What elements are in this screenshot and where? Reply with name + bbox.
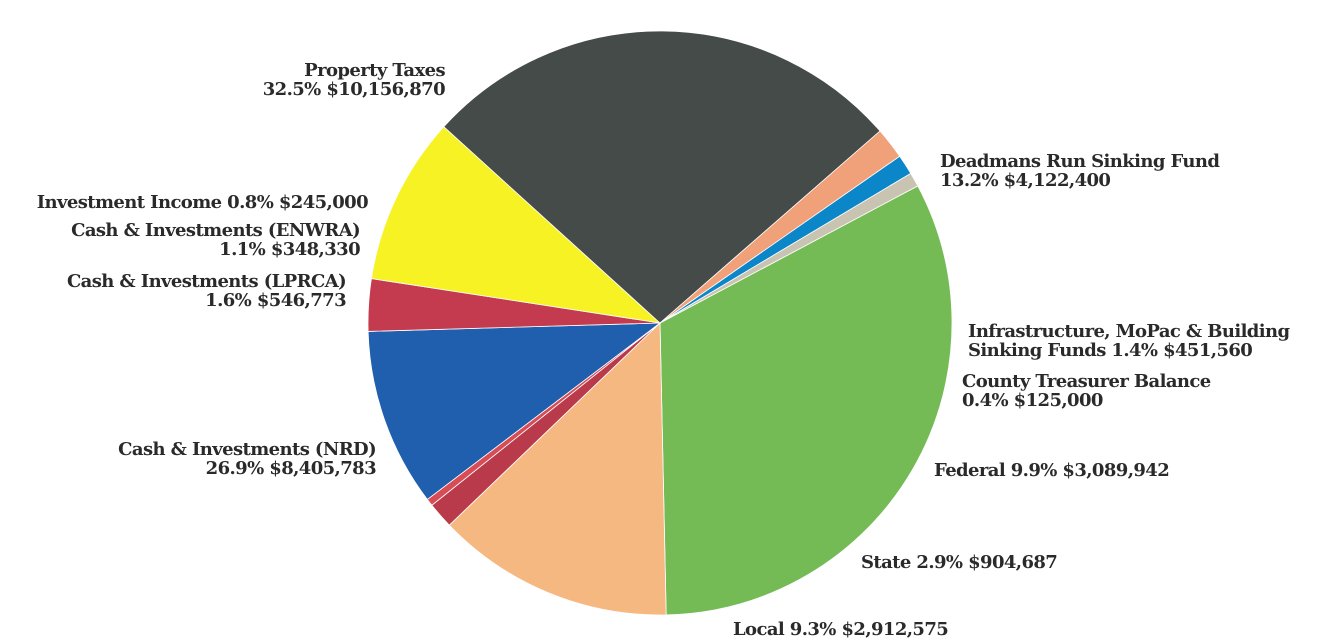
label-property-taxes: Property Taxes 32.5% $10,156,870 (262, 60, 446, 100)
pie-slice-investment-income (659, 172, 919, 324)
label-infrastructure: Infrastructure, MoPac & Building Sinking… (968, 321, 1290, 361)
label-investment-income: Investment Income 0.8% $245,000 (36, 192, 369, 213)
pie-slice-local (370, 126, 662, 324)
pie-slice-deadmans-run-sinking-fund (448, 322, 667, 616)
label-state: State 2.9% $904,687 (861, 552, 1058, 573)
label-local: Local 9.3% $2,912,575 (733, 619, 949, 640)
label-cash-enwra: Cash & Investments (ENWRA) 1.1% $348,330 (71, 220, 361, 260)
pie-slice-property-taxes (659, 185, 953, 616)
label-federal: Federal 9.9% $3,089,942 (934, 460, 1170, 481)
pie-slice-cash-investments-nrd (443, 30, 881, 324)
label-cash-nrd: Cash & Investments (NRD) 26.9% $8,405,78… (118, 439, 376, 479)
label-county-treasurer: County Treasurer Balance 0.4% $125,000 (962, 371, 1211, 411)
label-cash-lprca: Cash & Investments (LPRCA) 1.6% $546,773 (66, 271, 347, 311)
pie-slice-federal (367, 322, 662, 501)
label-deadmans-run: Deadmans Run Sinking Fund 13.2% $4,122,4… (940, 151, 1220, 191)
pie-slices (367, 30, 953, 616)
